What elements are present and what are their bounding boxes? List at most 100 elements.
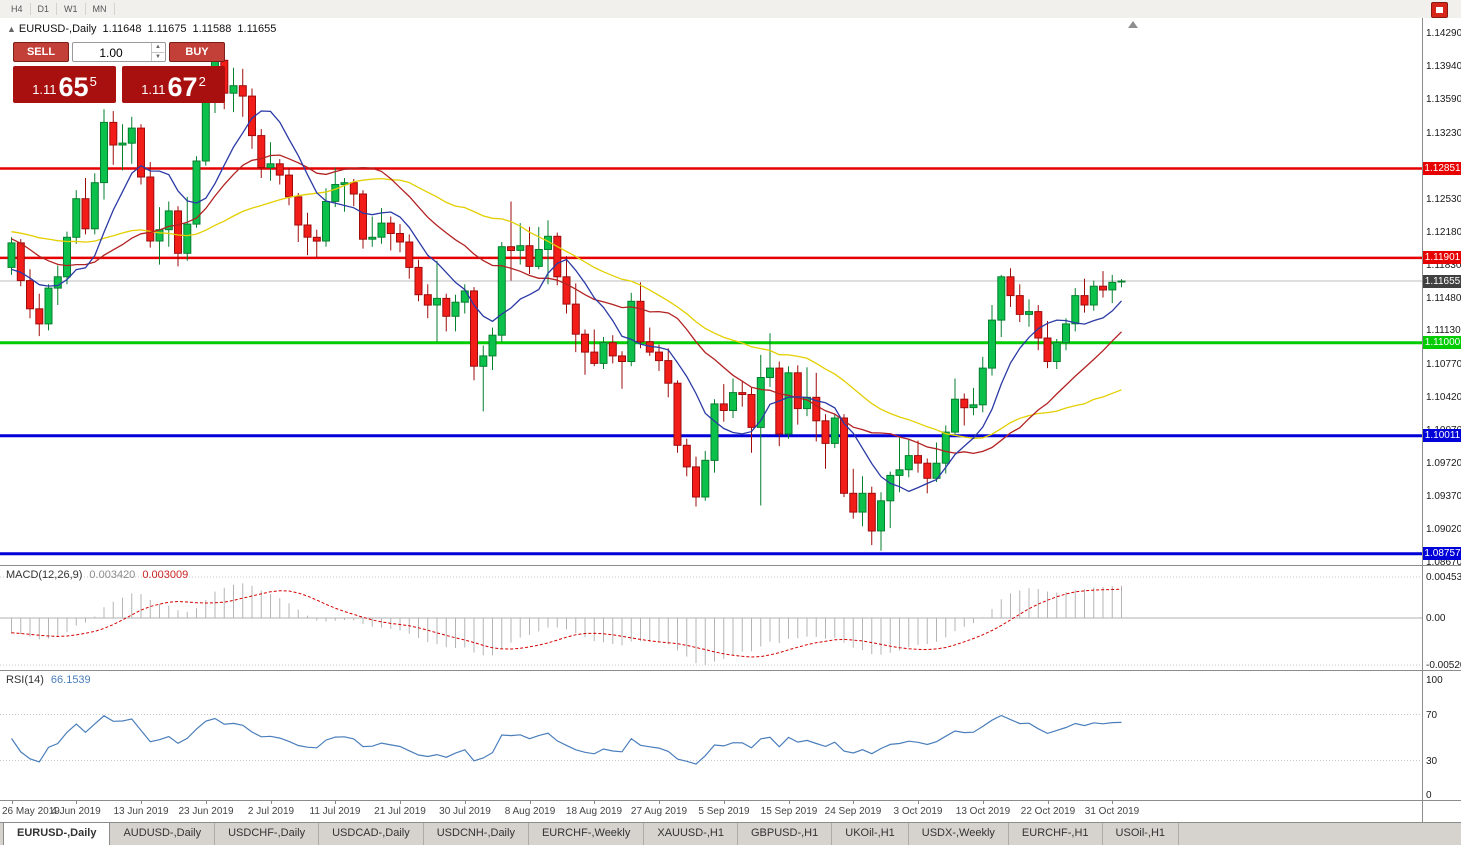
volume-up-icon[interactable]: ▲	[155, 44, 161, 50]
price-tick: 1.13940	[1426, 61, 1461, 72]
chart-tab-usdcad-daily[interactable]: USDCAD-,Daily	[319, 823, 424, 845]
date-tick	[12, 801, 13, 804]
chart-tab-usoil-h1[interactable]: USOil-,H1	[1103, 823, 1180, 845]
chart-tab-xauusd-h1[interactable]: XAUUSD-,H1	[644, 823, 738, 845]
price-tick: 1.13590	[1426, 94, 1461, 105]
date-label: 30 Jul 2019	[439, 806, 491, 817]
chart-tab-usdchf-daily[interactable]: USDCHF-,Daily	[215, 823, 320, 845]
volume-down-icon[interactable]: ▼	[152, 52, 164, 62]
price-tick: 1.09720	[1426, 458, 1461, 469]
macd-value: 0.003420	[89, 569, 136, 581]
chart-tab-eurchf-h1[interactable]: EURCHF-,H1	[1009, 823, 1103, 845]
macd-tick: 0.00	[1426, 613, 1446, 624]
chart-tab-gbpusd-h1[interactable]: GBPUSD-,H1	[738, 823, 833, 845]
volume-box: ▲ ▼	[72, 42, 166, 63]
price-tick: 1.09020	[1426, 524, 1461, 535]
macd-label: MACD(12,26,9)	[6, 569, 83, 581]
price-tick: 1.12180	[1426, 227, 1461, 238]
rsi-value: 66.1539	[50, 674, 91, 686]
price-tick: 1.08670	[1426, 557, 1461, 568]
chart-tab-eurusd-daily[interactable]: EURUSD-,Daily	[3, 823, 111, 845]
macd-signal-value: 0.003009	[142, 569, 189, 581]
macd-panel: MACD(12,26,9) 0.003420 0.003009	[0, 566, 1422, 671]
rsi-tick: 0	[1426, 790, 1432, 801]
symbol-ohlc-line: ▲ EURUSD-,Daily 1.11648 1.11675 1.11588 1.116…	[7, 23, 276, 35]
price-tick: 1.10420	[1426, 392, 1461, 403]
date-label: 26 May 2019	[2, 806, 60, 817]
date-tick	[918, 801, 919, 804]
macd-tick: 0.004536	[1426, 572, 1461, 583]
sell-price-prefix: 1.11	[32, 82, 57, 97]
date-label: 4 Jun 2019	[51, 806, 101, 817]
macd-tick: -0.005205	[1426, 660, 1461, 671]
rsi-tick: 70	[1426, 710, 1438, 721]
rsi-tick: 30	[1426, 756, 1438, 767]
price-tick: 1.12530	[1426, 194, 1461, 205]
sell-price-big: 65	[58, 72, 89, 102]
buy-button[interactable]: BUY	[169, 42, 225, 62]
date-label: 27 Aug 2019	[630, 806, 688, 817]
symbol-title: EURUSD-,Daily	[18, 23, 97, 35]
axis-separator	[1423, 670, 1461, 671]
price-tick: 1.14290	[1426, 28, 1461, 39]
period-buttons: H4 D1 W1 MN	[0, 3, 115, 15]
sell-button[interactable]: SELL	[13, 42, 69, 62]
date-label: 22 Oct 2019	[1020, 806, 1076, 817]
date-tick	[724, 801, 725, 804]
date-label: 13 Jun 2019	[113, 806, 169, 817]
macd-label-row: MACD(12,26,9) 0.003420 0.003009	[6, 569, 188, 581]
one-click-trading-panel: SELL ▲ ▼ BUY 1.11 65 5	[13, 42, 225, 103]
rsi-canvas[interactable]	[0, 671, 1422, 800]
date-label: 15 Sep 2019	[760, 806, 818, 817]
rsi-tick: 100	[1426, 675, 1443, 686]
date-tick	[465, 801, 466, 804]
red-square-icon[interactable]	[1431, 2, 1448, 18]
date-label: 11 Jul 2019	[309, 806, 361, 817]
chart-window: ▲ EURUSD-,Daily 1.11648 1.11675 1.11588 1.116…	[0, 18, 1461, 822]
date-label: 8 Aug 2019	[504, 806, 556, 817]
date-label: 5 Sep 2019	[698, 806, 750, 817]
price-tick: 1.11480	[1426, 293, 1461, 304]
price-axis[interactable]: 1.142901.139401.135901.132301.128801.125…	[1422, 18, 1461, 822]
date-label: 3 Oct 2019	[893, 806, 943, 817]
date-tick	[1048, 801, 1049, 804]
chart-tab-usdx-weekly[interactable]: USDX-,Weekly	[909, 823, 1009, 845]
price-tick: 1.11130	[1426, 325, 1461, 336]
date-label: 18 Aug 2019	[565, 806, 623, 817]
ohlc-close: 1.11655	[237, 23, 277, 35]
ohlc-high: 1.11675	[147, 23, 187, 35]
macd-canvas[interactable]	[0, 566, 1422, 670]
buy-price-prefix: 1.11	[141, 82, 166, 97]
period-button-h4[interactable]: H4	[4, 3, 31, 15]
collapse-arrow-icon[interactable]: ▲	[7, 24, 16, 34]
period-button-d1[interactable]: D1	[31, 3, 58, 15]
price-chart-canvas[interactable]	[0, 18, 1422, 565]
current-price-tag: 1.11655	[1423, 275, 1461, 288]
chart-tab-usdcnh-daily[interactable]: USDCNH-,Daily	[424, 823, 529, 845]
volume-input[interactable]	[73, 43, 149, 63]
time-axis[interactable]: 26 May 2019 4 Jun 2019 13 Jun 2019 23 Jun 2…	[0, 801, 1422, 822]
chart-tab-eurchf-weekly[interactable]: EURCHF-,Weekly	[529, 823, 645, 845]
date-tick	[659, 801, 660, 804]
date-label: 24 Sep 2019	[824, 806, 882, 817]
price-level-tag: 1.10011	[1423, 429, 1461, 442]
period-button-mn[interactable]: MN	[86, 3, 115, 15]
date-label: 13 Oct 2019	[955, 806, 1011, 817]
date-label: 31 Oct 2019	[1084, 806, 1140, 817]
date-tick	[141, 801, 142, 804]
date-tick	[76, 801, 77, 804]
buy-price-display[interactable]: 1.11 67 2	[122, 66, 225, 103]
price-level-tag: 1.11901	[1423, 251, 1461, 264]
price-tick: 1.09370	[1426, 491, 1461, 502]
chart-tab-audusd-daily[interactable]: AUDUSD-,Daily	[110, 823, 216, 845]
period-button-w1[interactable]: W1	[57, 3, 86, 15]
date-tick	[271, 801, 272, 804]
sell-price-display[interactable]: 1.11 65 5	[13, 66, 116, 103]
volume-spinners: ▲ ▼	[151, 43, 164, 61]
rsi-label: RSI(14)	[6, 674, 44, 686]
chart-tab-ukoil-h1[interactable]: UKOil-,H1	[832, 823, 909, 845]
date-tick	[594, 801, 595, 804]
date-tick	[530, 801, 531, 804]
axis-separator	[1423, 800, 1461, 801]
